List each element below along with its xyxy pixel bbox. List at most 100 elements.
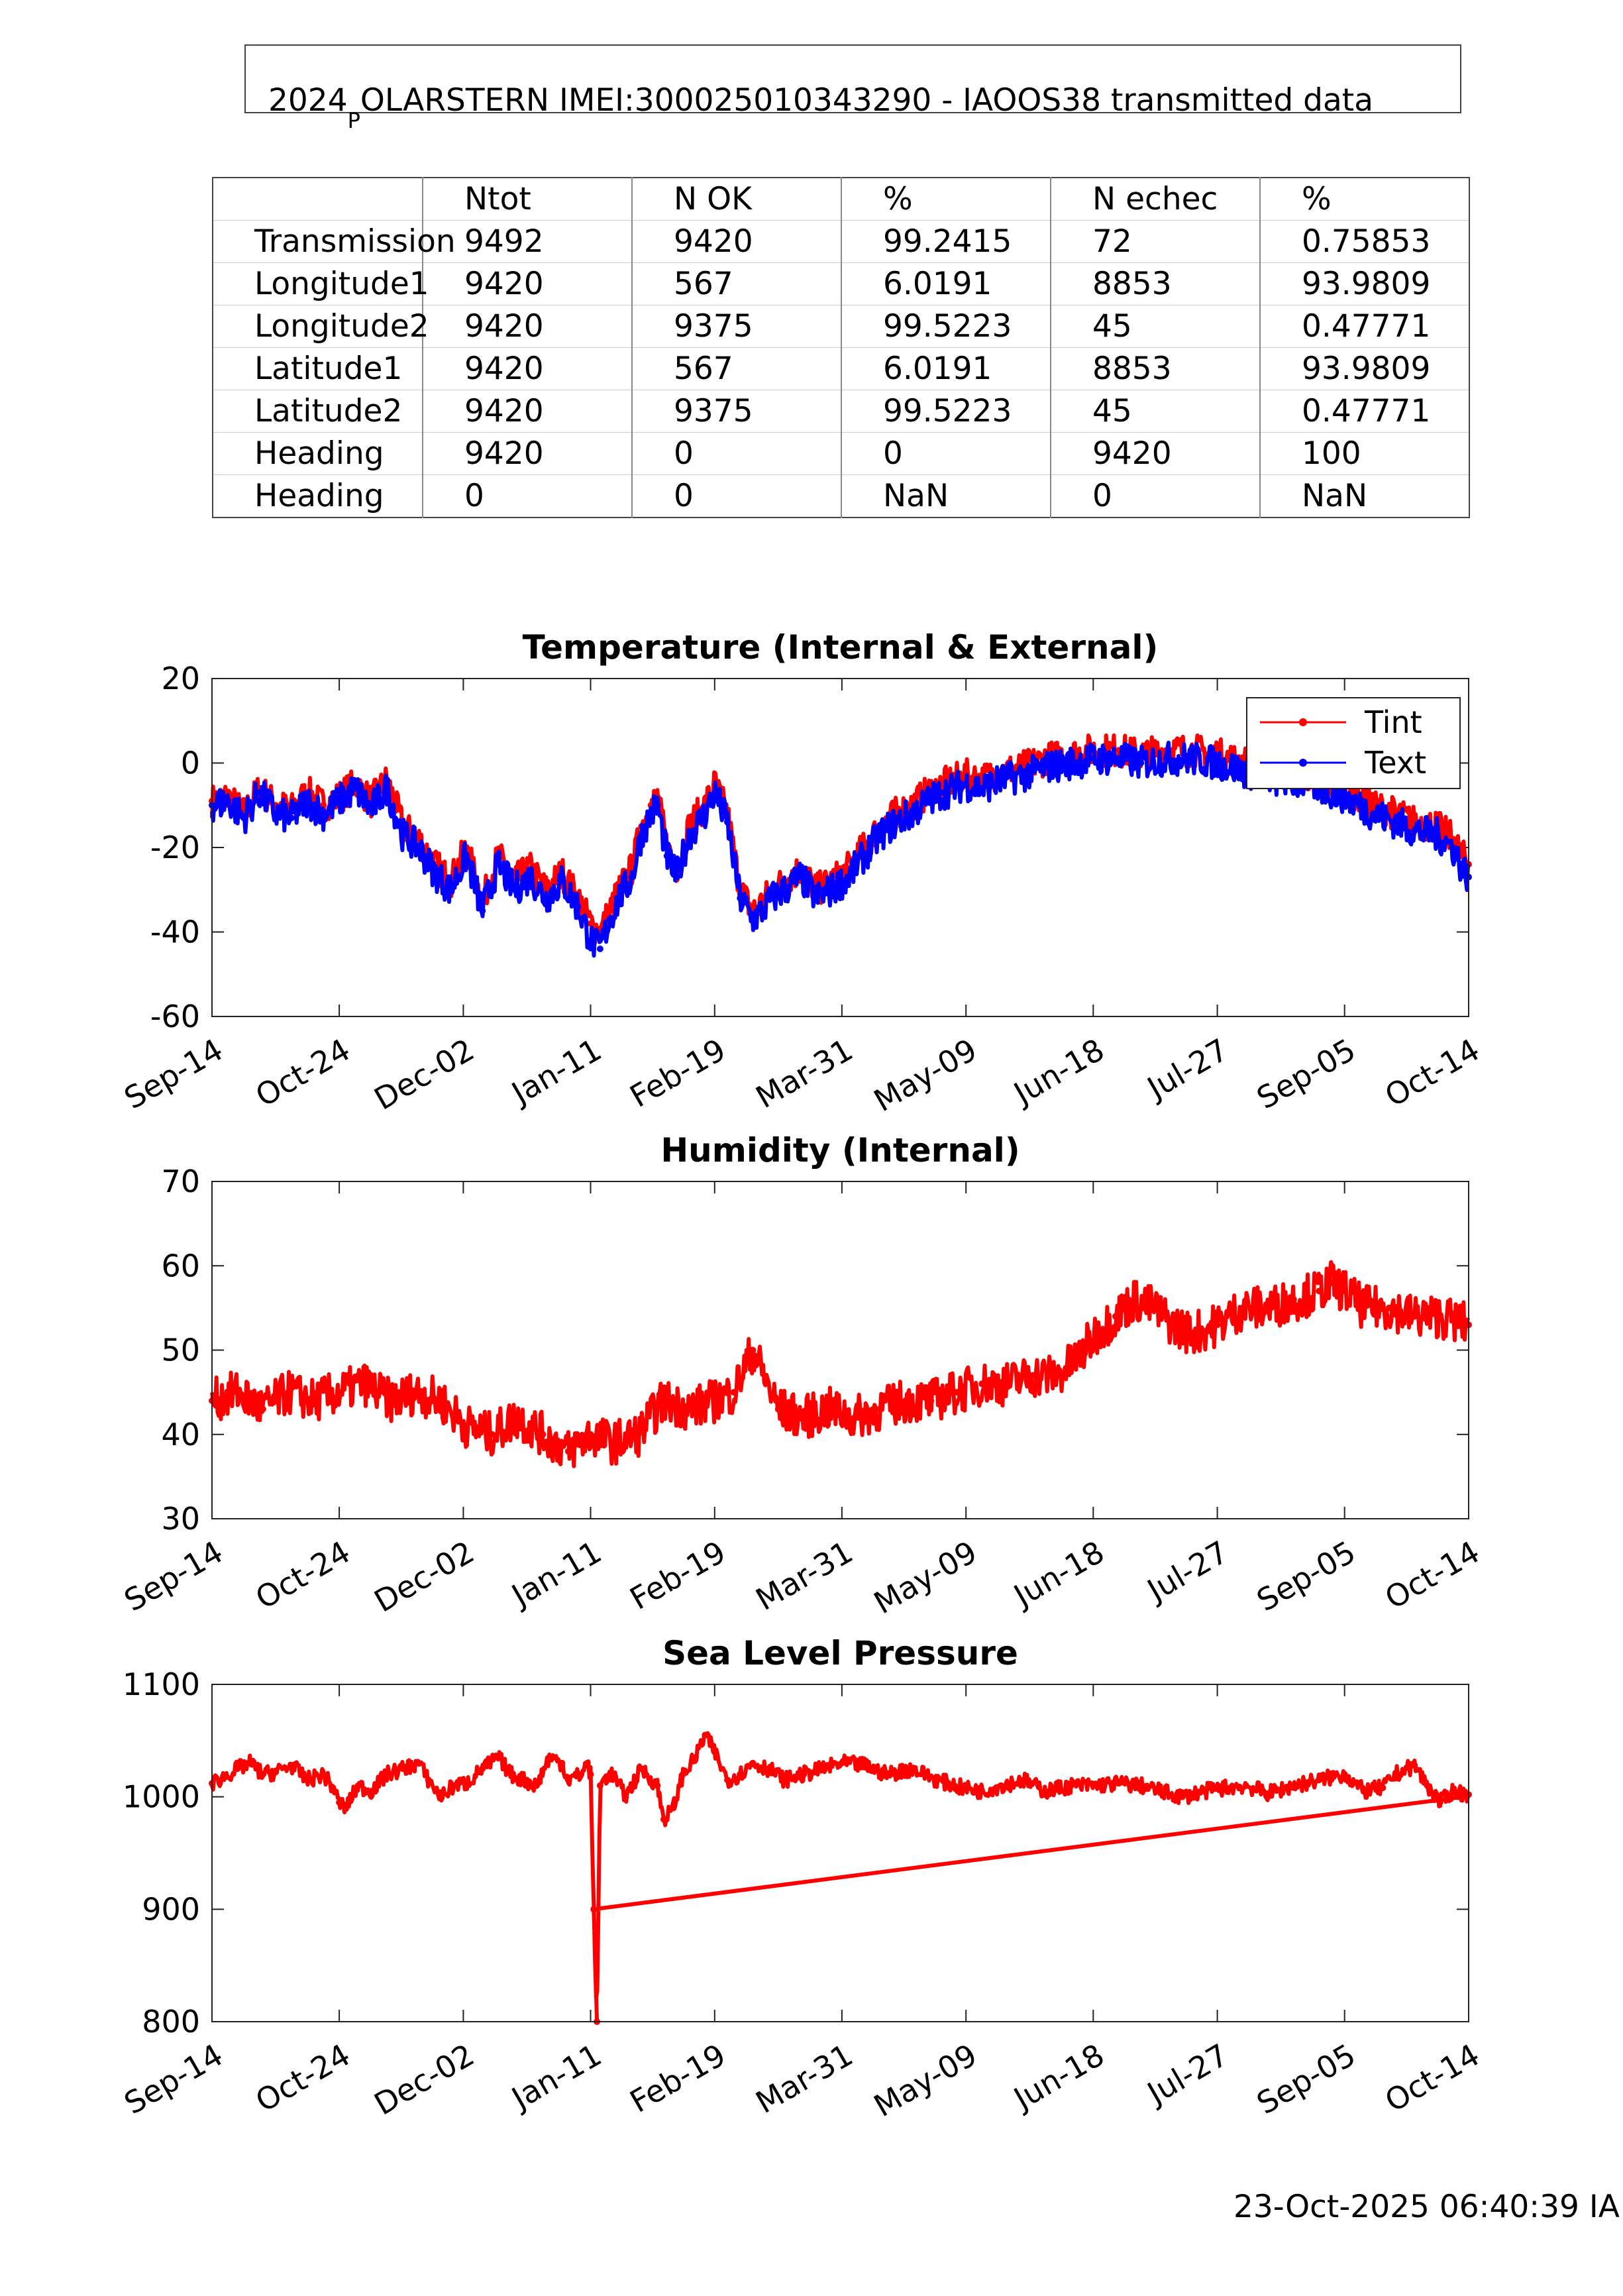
data-point xyxy=(1093,1330,1100,1337)
table-row-label: Heading xyxy=(213,474,423,518)
data-point xyxy=(908,810,916,817)
data-point xyxy=(1341,1287,1348,1295)
data-point xyxy=(354,1782,362,1789)
data-point xyxy=(883,1771,890,1778)
table-cell: 99.5223 xyxy=(841,390,1051,433)
data-point xyxy=(1341,1771,1348,1778)
data-point xyxy=(1411,1313,1418,1320)
data-point xyxy=(361,1380,368,1388)
table-cell: 0.47771 xyxy=(1259,305,1469,348)
data-point xyxy=(638,1765,645,1773)
table-cell: 0 xyxy=(422,474,632,518)
table-cell: 8853 xyxy=(1050,262,1260,305)
data-point xyxy=(978,785,986,792)
data-point xyxy=(851,1414,859,1421)
table-cell: 0 xyxy=(631,432,841,475)
data-point xyxy=(711,1397,718,1404)
data-point xyxy=(225,797,232,804)
data-point xyxy=(781,886,788,893)
data-point xyxy=(1369,802,1377,809)
data-point xyxy=(959,1784,967,1792)
data-point xyxy=(527,873,534,881)
x-tick-label: Mar-31 xyxy=(750,1534,859,1617)
table-cell: 9420 xyxy=(422,305,632,348)
y-tick-label: 30 xyxy=(161,1501,200,1537)
data-point xyxy=(272,810,280,817)
x-tick-label: Oct-24 xyxy=(250,1534,356,1616)
y-tick-label: -20 xyxy=(150,830,200,865)
data-point xyxy=(495,1754,502,1761)
data-point xyxy=(1163,755,1170,763)
data-point xyxy=(234,1765,241,1773)
x-tick-label: Mar-31 xyxy=(750,1032,859,1115)
data-point xyxy=(1020,772,1027,779)
data-point xyxy=(320,810,327,817)
data-point xyxy=(702,1731,709,1739)
data-point xyxy=(829,886,836,893)
data-point xyxy=(927,1397,935,1404)
data-point xyxy=(511,886,518,893)
data-point xyxy=(399,1765,407,1773)
data-point xyxy=(412,1389,419,1396)
data-point xyxy=(749,1759,757,1767)
data-point xyxy=(415,1759,423,1767)
data-point xyxy=(533,1782,540,1789)
series-line-humidity xyxy=(210,1260,1470,1468)
data-point xyxy=(819,1765,827,1773)
page-title: 2024POLARSTERN IMEI:300025010343290 - IA… xyxy=(268,82,1373,133)
table-row: Heading 9420 0 0 9420 100 xyxy=(213,432,1469,475)
table-cell: 8853 xyxy=(1050,347,1260,390)
table-cell: 9492 xyxy=(422,220,632,263)
table-row-label: Transmission xyxy=(213,220,456,263)
data-point xyxy=(1449,1788,1456,1795)
data-point xyxy=(825,1405,833,1413)
data-point xyxy=(546,1754,553,1761)
plot-frame xyxy=(211,1684,1469,2022)
data-point xyxy=(724,1777,731,1784)
data-point xyxy=(1112,1313,1119,1320)
data-point xyxy=(574,903,582,910)
table-cell: 45 xyxy=(1050,305,1260,348)
data-point xyxy=(876,831,884,838)
data-point xyxy=(933,1777,941,1784)
data-point xyxy=(998,1782,1005,1789)
x-tick-label: Jun-18 xyxy=(1006,2037,1110,2118)
table-cell: 567 xyxy=(631,262,841,305)
data-point xyxy=(1411,1762,1418,1769)
data-point xyxy=(660,1816,667,1823)
x-tick-label: Jun-18 xyxy=(1006,1032,1110,1113)
legend-marker xyxy=(1299,718,1307,726)
y-tick-label: 40 xyxy=(161,1417,200,1452)
table-cell: 100 xyxy=(1259,432,1469,475)
data-point xyxy=(578,1771,585,1778)
y-tick-label: 50 xyxy=(161,1333,200,1368)
data-point xyxy=(711,789,718,796)
data-point xyxy=(628,873,635,881)
data-point xyxy=(749,1346,757,1354)
table-cell: 567 xyxy=(631,347,841,390)
data-point xyxy=(1449,844,1456,851)
data-point xyxy=(1137,1782,1145,1789)
data-point xyxy=(310,1397,317,1404)
data-point xyxy=(246,1759,254,1767)
data-point xyxy=(1067,759,1074,767)
data-point xyxy=(447,886,454,893)
data-point xyxy=(1433,831,1440,838)
table-cell: 0 xyxy=(1050,474,1260,518)
data-point xyxy=(1178,1793,1186,1800)
data-point xyxy=(606,916,613,923)
data-point xyxy=(892,818,900,826)
y-tick-label: 60 xyxy=(161,1248,200,1284)
data-point xyxy=(679,1771,686,1778)
legend-box xyxy=(1246,697,1461,789)
x-tick-label: Jan-11 xyxy=(504,2037,607,2117)
data-point xyxy=(1328,1279,1335,1286)
data-point xyxy=(1360,1304,1367,1311)
data-point xyxy=(336,1389,343,1396)
data-point xyxy=(587,920,594,927)
y-tick-label: 800 xyxy=(142,2004,200,2040)
data-point xyxy=(514,1414,521,1421)
x-tick-label: Feb-19 xyxy=(624,2037,732,2120)
y-tick-label: -40 xyxy=(150,914,200,950)
data-point xyxy=(520,1777,527,1784)
